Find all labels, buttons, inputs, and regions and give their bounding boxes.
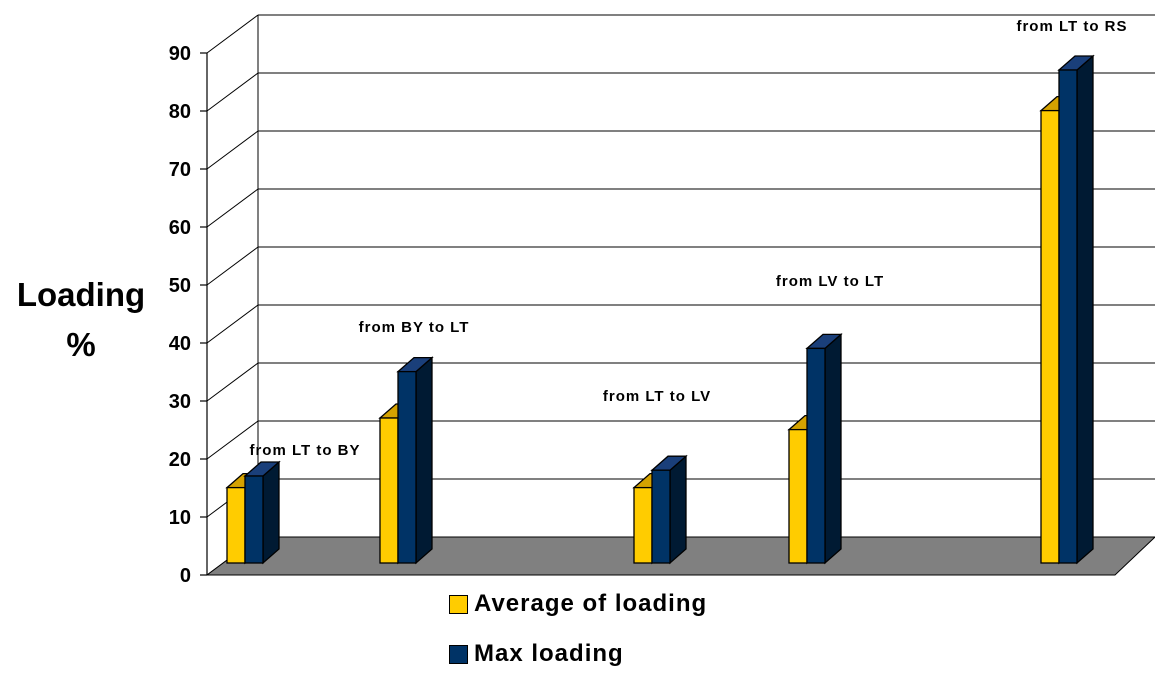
y-tick-label: 40 [169, 333, 191, 355]
bar-side [1076, 54, 1094, 565]
bar-front [1040, 109, 1060, 564]
y-tick-label: 70 [169, 159, 191, 181]
y-axis-title: Loading % [6, 270, 156, 370]
legend-item-max: Max loading [449, 640, 707, 668]
grid-diagonal [206, 130, 259, 170]
bars [225, 54, 1095, 565]
bar-chart: 0 10 20 30 40 50 60 70 80 90 from LT to BY from BY… [169, 14, 1155, 587]
bar-front [651, 469, 671, 564]
legend-swatch-average [449, 594, 468, 614]
legend-swatch-max [449, 644, 468, 664]
y-tick-label: 0 [180, 565, 191, 587]
y-tick-label: 30 [169, 391, 191, 413]
y-tick-label: 20 [169, 449, 191, 471]
bar-group [378, 356, 434, 565]
legend: Average of loading Max loading [449, 590, 707, 690]
bar-front [1058, 69, 1078, 564]
bar-group [632, 454, 688, 565]
grid-diagonal [206, 72, 259, 112]
bar-front [788, 428, 808, 564]
category-label: from LT to BY [249, 442, 360, 459]
bar-group [225, 460, 281, 565]
category-label: from BY to LT [359, 319, 470, 336]
category-label: from LT to RS [1016, 18, 1127, 35]
bar-front [633, 486, 653, 564]
y-tick-label: 60 [169, 217, 191, 239]
bar-group [787, 332, 843, 565]
category-label: from LT to LV [603, 388, 711, 405]
bar-group [1039, 54, 1095, 565]
y-axis-title-line2: % [66, 326, 96, 363]
legend-label-average: Average of loading [474, 590, 708, 617]
bar-front [379, 417, 399, 564]
y-tick-label: 10 [169, 507, 191, 529]
bar-front [806, 347, 826, 564]
bar-max [243, 460, 281, 565]
bar-max [1057, 54, 1095, 565]
bar-max [805, 332, 843, 565]
bar-front [244, 475, 264, 564]
grid-diagonal [206, 362, 259, 402]
grid-diagonal [206, 188, 259, 228]
y-tick-label: 90 [169, 43, 191, 65]
category-labels: from LT to BY from BY to LT from LT to LV f… [249, 18, 1127, 459]
category-label: from LV to LT [776, 273, 884, 290]
bar-front [226, 486, 246, 564]
bar-max [650, 454, 688, 565]
bar-side [262, 460, 280, 565]
grid-diagonal [206, 246, 259, 286]
bar-side [824, 332, 842, 565]
y-tick-label: 80 [169, 101, 191, 123]
grid-diagonal [206, 14, 259, 54]
bar-side [415, 356, 433, 565]
bar-max [396, 356, 434, 565]
bar-side [669, 454, 687, 565]
legend-label-max: Max loading [474, 640, 624, 667]
y-axis-title-line1: Loading [16, 276, 146, 313]
y-tick-label: 50 [169, 275, 191, 297]
grid-diagonal [206, 420, 259, 460]
y-axis-ticks: 0 10 20 30 40 50 60 70 80 90 [169, 43, 191, 587]
bar-front [397, 370, 417, 564]
legend-item-average: Average of loading [449, 590, 707, 618]
grid-diagonal [206, 304, 259, 344]
